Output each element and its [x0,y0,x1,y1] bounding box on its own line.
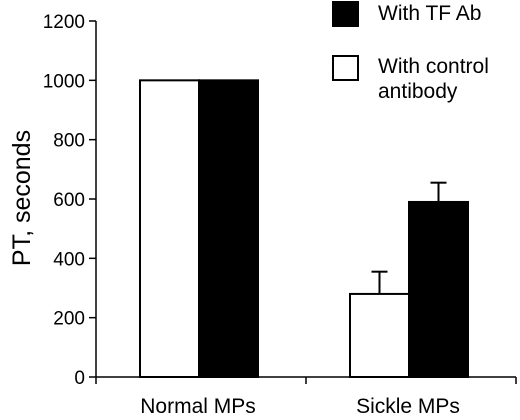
y-tick-label: 400 [53,249,85,270]
y-tick-label: 200 [53,309,85,330]
x-axis: Normal MPs Sickle MPs [95,376,517,418]
bar [408,200,469,378]
legend-label: antibody [378,80,458,103]
y-tick-label: 600 [53,190,85,211]
legend-label: With TF Ab [378,2,481,25]
y-axis-label: PT, seconds [8,130,36,266]
x-category-label: Normal MPs [140,395,256,418]
bar [139,79,200,378]
error-bars [371,181,447,294]
bar [349,292,410,378]
y-tick-label: 800 [53,131,85,152]
y-axis: 0 200 400 600 800 1000 1200 [43,12,97,389]
y-tick-label: 1200 [43,12,85,33]
y-tick-label: 0 [74,368,85,389]
x-category-label: Sickle MPs [356,395,460,418]
y-tick-label: 1000 [43,71,85,92]
legend-swatch [332,1,359,27]
bar [198,79,259,378]
legend-label: With control [378,55,489,78]
bars [139,79,469,378]
legend-swatch [332,55,359,81]
